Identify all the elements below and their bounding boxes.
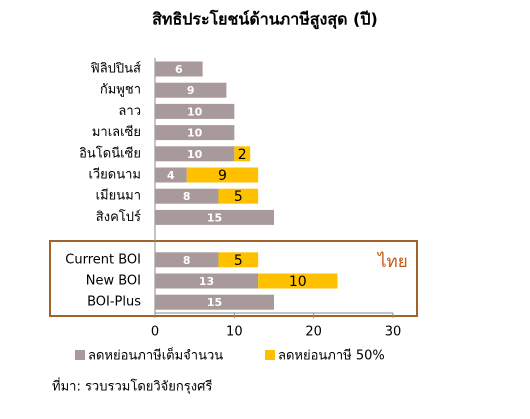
bar	[155, 146, 235, 162]
y-tick-label: เมียนมา	[96, 188, 141, 204]
bar	[218, 252, 259, 268]
value-label: 2	[238, 147, 247, 163]
source-note: ที่มา: รวบรวมโดยวิจัยกรุงศรี	[52, 378, 212, 395]
y-tick-label: มาเลเซีย	[92, 124, 141, 140]
y-tick-label: สิงคโปร์	[96, 209, 141, 225]
value-label: 10	[187, 148, 203, 161]
legend-swatch	[75, 350, 85, 360]
legend-label: ลดหย่อนภาษีเต็มจำนวน	[88, 346, 223, 364]
value-label: 8	[183, 254, 191, 267]
y-tick-label: กัมพูชา	[100, 83, 141, 98]
annotation: ไทย	[376, 251, 408, 272]
value-label: 9	[218, 168, 227, 184]
bar	[155, 167, 187, 183]
value-label: 10	[187, 127, 203, 140]
value-label: 10	[289, 274, 307, 290]
bar	[234, 146, 251, 162]
bar	[155, 294, 274, 310]
bar	[186, 167, 259, 183]
value-label: 6	[175, 63, 183, 76]
y-tick-label: Current BOI	[65, 252, 141, 267]
chart-title: สิทธิประโยชน์ด้านภาษีสูงสุด (ปี)	[152, 9, 378, 31]
legend-swatch	[265, 350, 275, 360]
y-tick-label: BOI-Plus	[87, 295, 141, 310]
bar	[155, 103, 235, 119]
y-tick-label: ลาว	[118, 104, 141, 119]
value-label: 8	[183, 190, 191, 203]
legend-label: ลดหย่อนภาษี 50%	[278, 348, 385, 364]
bar	[155, 61, 203, 77]
bar	[218, 188, 259, 204]
y-tick-label: อินโดนีเซีย	[79, 145, 141, 161]
y-tick-label: ฟิลิปปินส์	[90, 61, 141, 77]
value-label: 15	[207, 296, 222, 309]
value-label: 9	[187, 84, 195, 97]
thai-box	[49, 240, 418, 317]
y-tick-label: เวียดนาม	[88, 167, 141, 183]
x-tick-label: 10	[226, 325, 243, 340]
bar	[155, 82, 227, 98]
bar	[155, 209, 274, 225]
y-tick-label: New BOI	[86, 274, 141, 289]
bar	[155, 188, 219, 204]
value-label: 4	[167, 169, 175, 182]
value-label: 5	[234, 189, 243, 205]
value-label: 13	[199, 275, 214, 288]
value-label: 5	[234, 253, 243, 269]
x-tick-label: 30	[385, 325, 402, 340]
bar	[155, 125, 235, 141]
bar	[258, 273, 338, 289]
x-tick-label: 20	[305, 325, 322, 340]
value-label: 10	[187, 105, 203, 118]
bar	[155, 252, 219, 268]
bar	[155, 273, 259, 289]
x-tick-label: 0	[151, 325, 159, 340]
value-label: 15	[207, 211, 222, 224]
